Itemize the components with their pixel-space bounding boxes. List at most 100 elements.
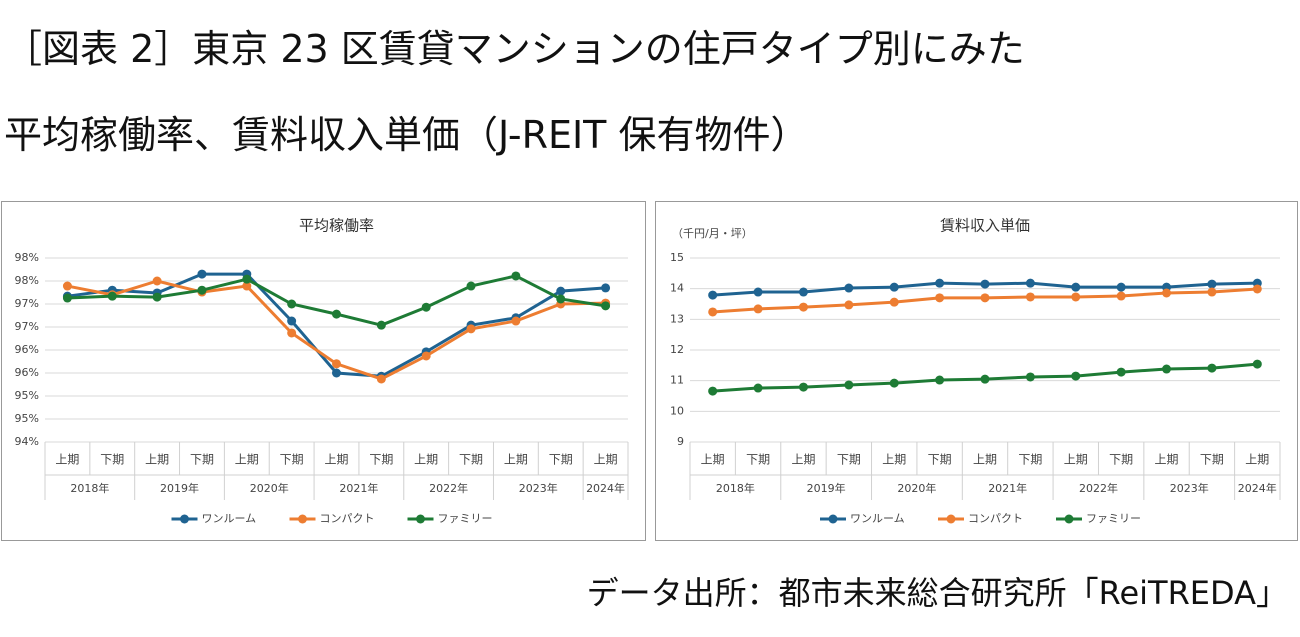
y-tick-label: 94% xyxy=(15,435,39,448)
point xyxy=(753,304,763,314)
point xyxy=(152,276,162,286)
y-tick-label: 12 xyxy=(670,343,684,356)
legend-marker xyxy=(946,514,956,524)
x-tick-label: 上期 xyxy=(1155,453,1179,467)
point xyxy=(1207,279,1217,289)
point xyxy=(708,386,718,396)
source: データ出所：都市未来総合研究所「ReiTREDA」 xyxy=(586,574,1288,612)
x-tick-label: 上期 xyxy=(1064,453,1088,467)
title-line: 平均稼働率、賃料収入単価（J-REIT 保有物件） xyxy=(4,113,809,157)
point xyxy=(889,282,899,292)
point xyxy=(152,292,162,302)
point xyxy=(935,375,945,385)
y-tick-label: 14 xyxy=(670,282,684,295)
x-group-label: 2023年 xyxy=(519,481,558,495)
point xyxy=(1207,363,1217,373)
legend-label: コンパクト xyxy=(320,512,375,525)
x-group-label: 2024年 xyxy=(586,481,625,495)
x-group-label: 2019年 xyxy=(807,481,846,495)
point xyxy=(889,297,899,307)
point xyxy=(1162,364,1172,374)
point xyxy=(1252,359,1262,369)
point xyxy=(511,271,521,281)
x-group-label: 2021年 xyxy=(339,481,378,495)
point xyxy=(753,383,763,393)
x-tick-label: 下期 xyxy=(1109,453,1133,467)
y-tick-label: 95% xyxy=(15,412,39,425)
x-tick-label: 上期 xyxy=(594,453,618,467)
x-group-label: 2018年 xyxy=(716,481,755,495)
x-tick-label: 上期 xyxy=(1245,453,1269,467)
point xyxy=(466,324,476,334)
x-tick-label: 上期 xyxy=(791,453,815,467)
x-group-label: 2020年 xyxy=(250,481,289,495)
point xyxy=(844,283,854,293)
legend-label: ワンルーム xyxy=(850,512,905,525)
point xyxy=(1025,278,1035,288)
point xyxy=(1207,287,1217,297)
x-group-label: 2022年 xyxy=(429,481,468,495)
x-tick-label: 下期 xyxy=(369,453,393,467)
legend-marker xyxy=(1064,514,1074,524)
point xyxy=(601,301,611,311)
x-tick-label: 下期 xyxy=(100,453,124,467)
point xyxy=(1071,282,1081,292)
point xyxy=(1116,367,1126,377)
y-tick-label: 96% xyxy=(15,366,39,379)
y-tick-label: 96% xyxy=(15,343,39,356)
point xyxy=(556,294,566,304)
y-tick-label: 97% xyxy=(15,320,39,333)
point xyxy=(332,359,341,369)
x-tick-label: 下期 xyxy=(280,453,304,467)
point xyxy=(708,290,718,300)
point xyxy=(1071,292,1081,302)
legend-marker xyxy=(416,514,425,524)
point xyxy=(753,287,763,297)
point xyxy=(980,293,990,303)
x-tick-label: 上期 xyxy=(701,453,725,467)
legend-label: コンパクト xyxy=(968,512,1023,525)
point xyxy=(980,279,990,289)
x-tick-label: 下期 xyxy=(1200,453,1224,467)
point xyxy=(1162,288,1172,298)
point xyxy=(62,281,72,291)
legend-label: ファミリー xyxy=(438,512,493,525)
point xyxy=(798,382,808,392)
x-tick-label: 下期 xyxy=(1018,453,1042,467)
point xyxy=(376,320,386,330)
x-group-label: 2021年 xyxy=(988,481,1027,495)
point xyxy=(1116,282,1126,292)
x-tick-label: 下期 xyxy=(459,453,483,467)
x-tick-label: 上期 xyxy=(235,453,259,467)
x-group-label: 2019年 xyxy=(160,481,199,495)
point xyxy=(1252,284,1262,294)
point xyxy=(287,299,297,309)
x-tick-label: 上期 xyxy=(414,453,438,467)
y-tick-label: 97% xyxy=(15,297,39,310)
legend-label: ファミリー xyxy=(1086,512,1141,525)
y-tick-label: 11 xyxy=(670,374,684,387)
title-line: ［図表 2］東京 23 区賃貸マンションの住戸タイプ別にみた xyxy=(4,27,1025,71)
point xyxy=(980,374,990,384)
point xyxy=(798,302,808,312)
point xyxy=(1025,372,1035,382)
point xyxy=(844,380,854,390)
point xyxy=(1071,371,1081,381)
point xyxy=(287,328,297,338)
x-tick-label: 下期 xyxy=(837,453,861,467)
point xyxy=(511,316,521,326)
y-tick-label: 10 xyxy=(670,404,684,417)
x-tick-label: 上期 xyxy=(324,453,348,467)
point xyxy=(287,316,297,326)
legend-marker xyxy=(180,514,189,524)
point xyxy=(242,281,252,291)
point xyxy=(421,302,431,312)
x-group-label: 2022年 xyxy=(1079,481,1118,495)
unit-label: （千円/月・坪） xyxy=(672,227,753,240)
x-tick-label: 上期 xyxy=(145,453,169,467)
point xyxy=(197,285,207,295)
point xyxy=(1116,291,1126,301)
point xyxy=(889,378,899,388)
x-tick-label: 下期 xyxy=(549,453,573,467)
point xyxy=(421,351,431,361)
